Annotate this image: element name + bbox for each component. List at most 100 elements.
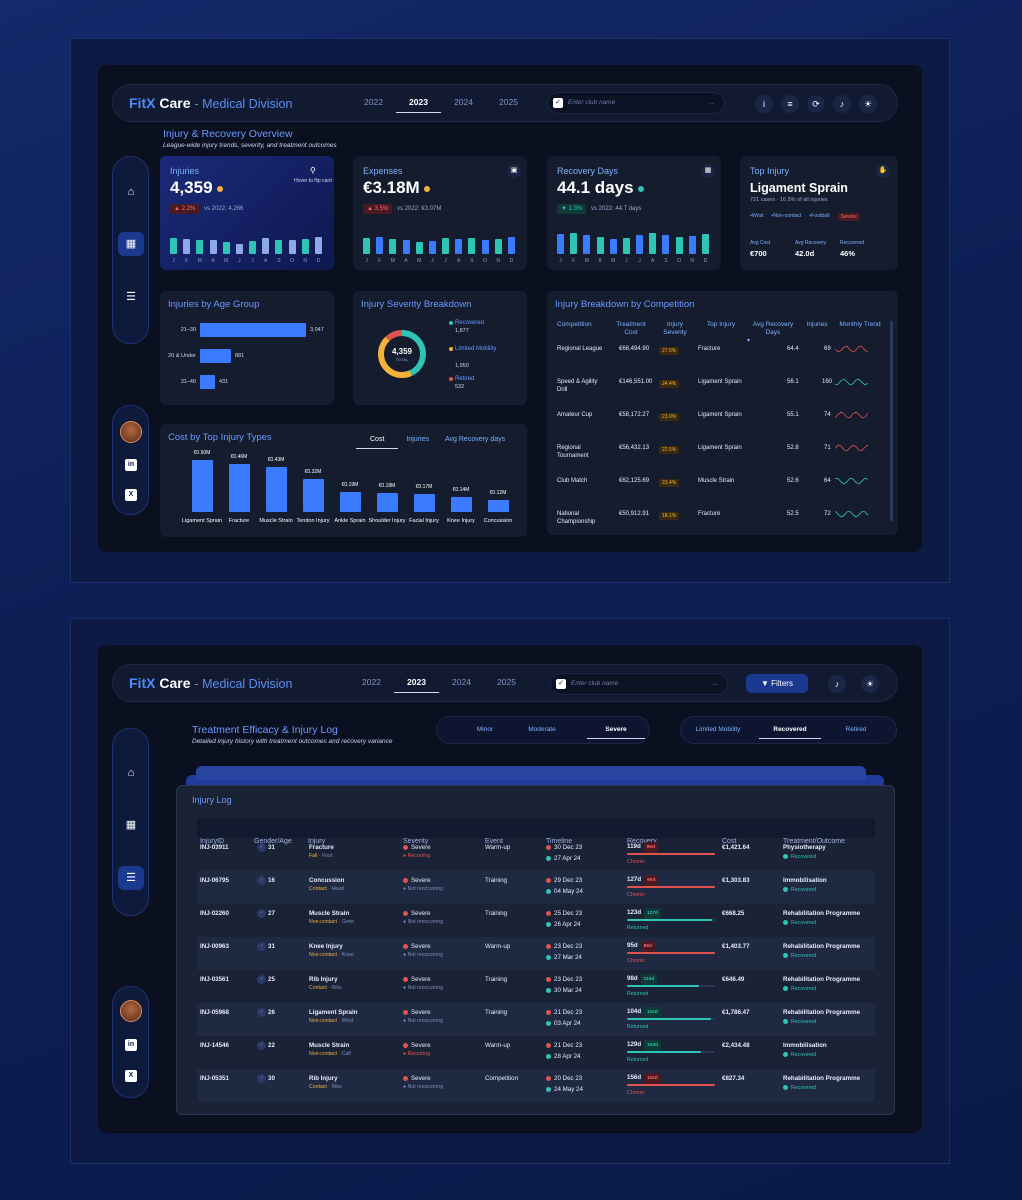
- mini-bar[interactable]: [583, 235, 591, 254]
- year-tab-2025[interactable]: 2025: [497, 677, 516, 687]
- mini-bar[interactable]: [481, 240, 489, 254]
- mini-bar[interactable]: [468, 238, 476, 254]
- recovery-bar[interactable]: [627, 919, 712, 921]
- recovery-bar[interactable]: [627, 1084, 715, 1086]
- year-tab-2022[interactable]: 2022: [364, 97, 383, 107]
- sun-icon[interactable]: ☀: [861, 675, 879, 693]
- year-tab-2022[interactable]: 2022: [362, 677, 381, 687]
- scrollbar[interactable]: [890, 321, 893, 521]
- x-icon[interactable]: X: [125, 489, 137, 501]
- linkedin-icon[interactable]: in: [125, 459, 137, 471]
- year-tab-2023[interactable]: 2023: [394, 677, 439, 693]
- kpi-injuries-card[interactable]: Injuries 4,359 ▲ 2.2% vs 2022: 4,266 ⚲ Hover …: [160, 156, 334, 270]
- trend-sparkline[interactable]: [835, 409, 871, 421]
- cost-bar[interactable]: [266, 467, 287, 512]
- mini-bar[interactable]: [389, 239, 397, 254]
- outcome-filter-0[interactable]: Limited Mobility: [695, 726, 741, 733]
- trend-sparkline[interactable]: [835, 508, 871, 520]
- mini-bar[interactable]: [376, 237, 384, 254]
- trend-sparkline[interactable]: [835, 442, 871, 454]
- mini-bar[interactable]: [596, 237, 604, 254]
- recovery-bar[interactable]: [627, 1051, 701, 1053]
- mini-bar[interactable]: [363, 238, 370, 254]
- cost-bar[interactable]: [229, 464, 250, 512]
- mini-bar[interactable]: [455, 239, 463, 254]
- top-injury-card[interactable]: Top Injury ✋ Ligament Sprain 721 cases ·…: [740, 156, 898, 270]
- competition-header[interactable]: Avg Recovery Days: [752, 321, 794, 336]
- cost-bar[interactable]: [340, 492, 361, 512]
- mini-bar[interactable]: [622, 238, 630, 254]
- list-icon[interactable]: ☰: [126, 291, 136, 303]
- log-header[interactable]: Cost: [722, 838, 737, 845]
- mini-bar[interactable]: [557, 234, 564, 254]
- sliders-icon[interactable]: ≡: [781, 95, 799, 113]
- filters-button[interactable]: ▼ Filters: [746, 674, 808, 693]
- mini-bar[interactable]: [288, 240, 296, 254]
- mini-bar[interactable]: [507, 237, 515, 254]
- severity-filter-2[interactable]: Severe: [587, 726, 645, 739]
- avatar[interactable]: [120, 1000, 142, 1022]
- refresh-icon[interactable]: ⟳: [807, 95, 825, 113]
- mini-bar[interactable]: [428, 241, 436, 254]
- club-search-2[interactable]: ✓ Enter club name →: [550, 673, 728, 695]
- mini-bar[interactable]: [170, 238, 177, 254]
- search-input[interactable]: Enter club name: [568, 99, 616, 106]
- log-header[interactable]: InjuryID: [200, 838, 225, 845]
- dashboard-icon[interactable]: ▦: [125, 819, 137, 831]
- mini-bar[interactable]: [262, 238, 270, 254]
- mini-bar[interactable]: [636, 235, 644, 254]
- club-search[interactable]: ✓ Enter club name →: [547, 92, 725, 114]
- mini-bar[interactable]: [249, 241, 257, 254]
- year-tab-2024[interactable]: 2024: [454, 97, 473, 107]
- sort-icon[interactable]: ▾: [747, 338, 751, 344]
- mini-bar[interactable]: [314, 237, 322, 254]
- age-bar[interactable]: [200, 323, 306, 337]
- search-input-2[interactable]: Enter club name: [571, 680, 619, 687]
- log-header[interactable]: Timeline: [546, 838, 573, 845]
- table-row[interactable]: INJ-00963 ♂ 31 Knee Injury Non-contact · Kne…: [197, 937, 875, 970]
- severity-donut[interactable]: [375, 327, 429, 381]
- cost-tab-1[interactable]: Injuries: [406, 436, 429, 443]
- mini-bar[interactable]: [209, 240, 217, 254]
- trend-sparkline[interactable]: [835, 376, 871, 388]
- trend-sparkline[interactable]: [835, 343, 871, 355]
- dashboard-icon[interactable]: ▦: [118, 232, 144, 256]
- cost-bar[interactable]: [414, 494, 435, 512]
- outcome-filter-1[interactable]: Recovered: [759, 726, 821, 739]
- mini-bar[interactable]: [675, 237, 683, 254]
- mini-bar[interactable]: [649, 233, 657, 254]
- mini-bar[interactable]: [415, 242, 423, 254]
- year-tab-2025[interactable]: 2025: [499, 97, 518, 107]
- donut-segment[interactable]: [378, 330, 426, 378]
- mini-bar[interactable]: [301, 239, 309, 254]
- home-icon[interactable]: ⌂: [127, 767, 135, 779]
- cost-bar[interactable]: [192, 460, 213, 512]
- info-icon[interactable]: i: [755, 95, 773, 113]
- mini-bar[interactable]: [275, 240, 283, 254]
- competition-header[interactable]: Treatment Cost: [616, 321, 646, 336]
- mini-bar[interactable]: [235, 244, 243, 254]
- recovery-bar[interactable]: [627, 886, 715, 888]
- mini-bar[interactable]: [570, 233, 578, 254]
- competition-header[interactable]: Injuries: [806, 321, 828, 328]
- mini-bar[interactable]: [222, 242, 230, 254]
- year-tab-2024[interactable]: 2024: [452, 677, 471, 687]
- cost-tab-0[interactable]: Cost: [356, 436, 399, 449]
- mini-bar[interactable]: [442, 238, 450, 254]
- kpi-recovery-card[interactable]: Recovery Days 44.1 days ▼ 1.3% vs 2022: 44.…: [547, 156, 721, 270]
- mini-bar[interactable]: [402, 240, 410, 254]
- table-row[interactable]: INJ-05968 ♂ 26 Ligament Sprain Non-contact ·…: [197, 1003, 875, 1036]
- mini-bar[interactable]: [609, 239, 617, 254]
- table-row[interactable]: INJ-02260 ♂ 27 Muscle Strain Non-contact · G…: [197, 904, 875, 937]
- cost-tab-2[interactable]: Avg Recovery days: [444, 436, 506, 443]
- year-tab-2023[interactable]: 2023: [396, 97, 441, 113]
- outcome-filter-2[interactable]: Retired: [845, 726, 867, 733]
- severity-filter-0[interactable]: Minor: [476, 726, 494, 733]
- mini-bar[interactable]: [701, 234, 709, 254]
- log-header[interactable]: Treatment/Outcome: [783, 838, 845, 845]
- log-header[interactable]: Event: [485, 838, 503, 845]
- sun-icon[interactable]: ☀: [859, 95, 877, 113]
- linkedin-icon[interactable]: in: [125, 1039, 137, 1051]
- log-header[interactable]: Gender/Age: [254, 838, 292, 845]
- bell-icon[interactable]: ♪: [828, 675, 846, 693]
